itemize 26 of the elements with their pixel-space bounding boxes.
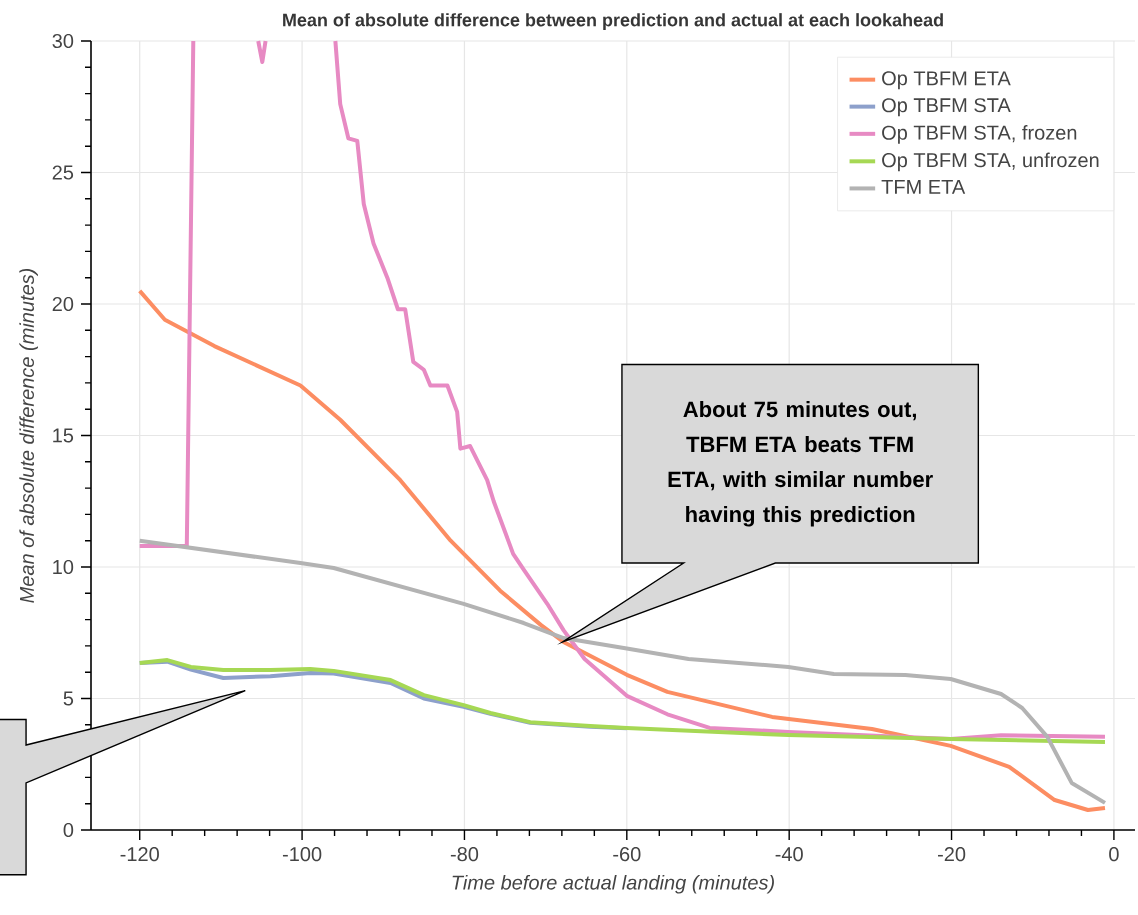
y-tick-label: 10 xyxy=(53,559,74,575)
x-tick-label: -60 xyxy=(613,847,641,862)
y-axis-title: Mean of absolute difference (minutes) xyxy=(19,268,38,603)
legend-label: Op TBFM STA xyxy=(882,98,1011,117)
y-tick-label: 5 xyxy=(63,691,74,706)
y-tick-label: 15 xyxy=(53,428,74,443)
line-series xyxy=(137,288,1107,813)
chart-title: Mean of absolute difference between prediction and actual at each lookahead xyxy=(283,13,943,30)
x-tick-label: -120 xyxy=(120,847,159,862)
x-tick-label: 0 xyxy=(1109,847,1119,862)
legend-label: Op TBFM ETA xyxy=(882,71,1011,90)
x-tick-label: -100 xyxy=(282,847,322,862)
y-tick-label: 30 xyxy=(52,33,74,49)
legend-label: TFM ETA xyxy=(881,180,966,194)
legend-label: Op TBFM STA, unfrozen xyxy=(882,152,1099,172)
y-tick-label: 20 xyxy=(52,296,74,312)
x-tick-label: -80 xyxy=(450,847,479,862)
x-tick-label: -20 xyxy=(937,847,966,862)
legend-label: Op TBFM STA, frozen xyxy=(882,125,1077,144)
x-tick-label: -40 xyxy=(775,847,803,862)
line-series xyxy=(137,538,1107,805)
x-axis-title: Time before actual landing (minutes) xyxy=(452,874,774,894)
line-series xyxy=(137,658,1107,744)
y-tick-label: 0 xyxy=(63,822,74,838)
annotation: About 75 minutes out, TBFM ETA beats TFM ETA, with similar number having this prediction xyxy=(668,400,933,527)
y-tick-label: 25 xyxy=(52,165,74,180)
